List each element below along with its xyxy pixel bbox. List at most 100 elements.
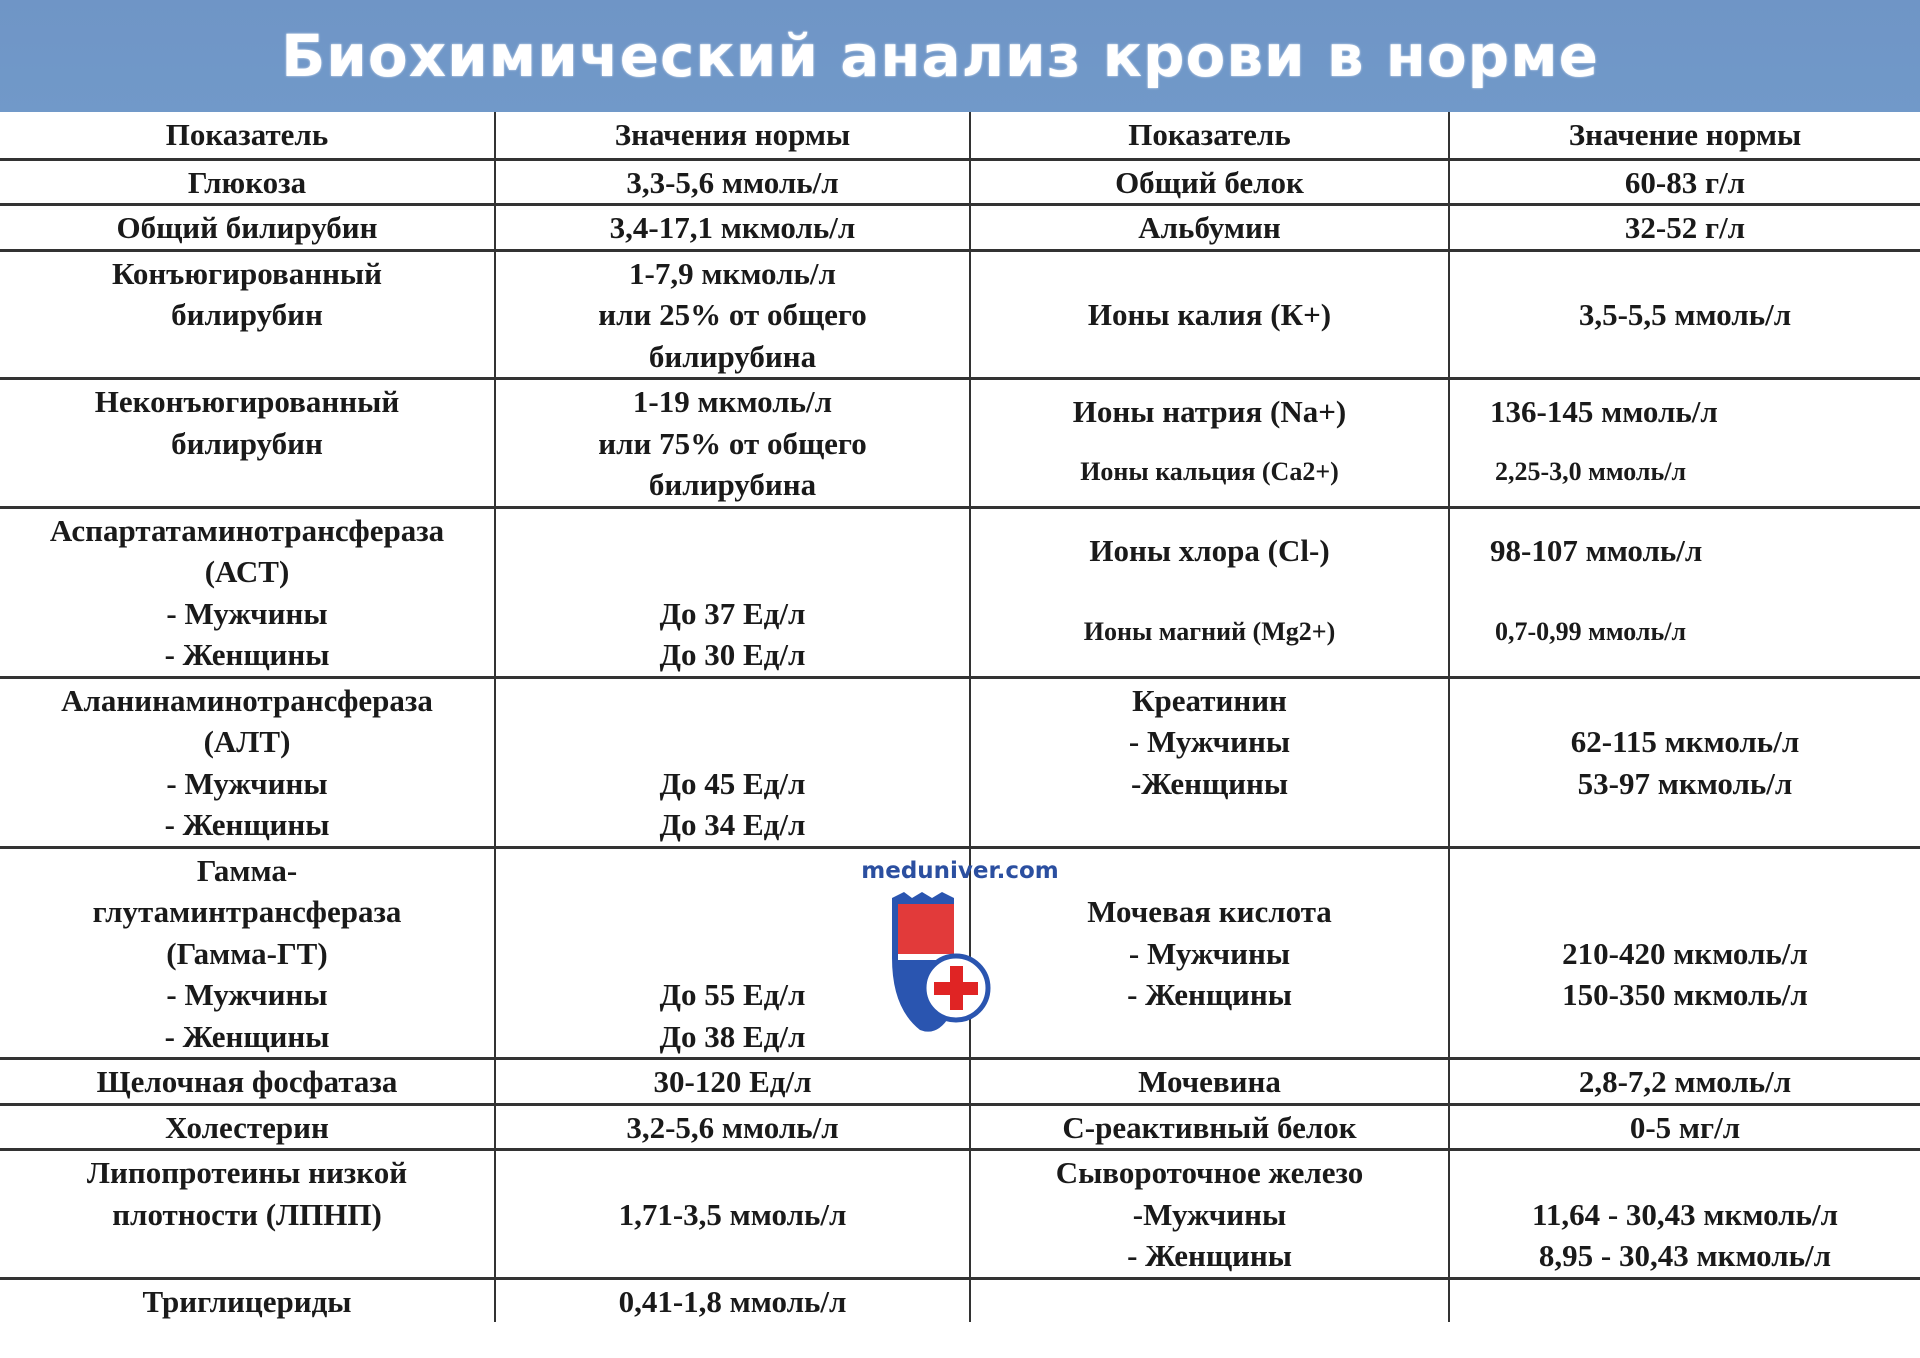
meduniver-watermark: meduniver.com	[850, 858, 1070, 1038]
cell-line	[1450, 850, 1920, 892]
table-row: Конъюгированный билирубин 1-7,9 мкмоль/л ил…	[0, 248, 1920, 379]
cell-line: 0,7-0,99 ммоль/л	[1495, 617, 1687, 646]
table-row: Глюкоза 3,3-5,6 ммоль/л Общий белок 60-83 г…	[0, 157, 1920, 205]
table-row: Триглицериды 0,41-1,8 ммоль/л	[0, 1276, 1920, 1323]
cell-content: 98-107 ммоль/л 0,7-0,99 ммоль/л	[1450, 509, 1920, 673]
cell-content: Гамма-глутаминтрансфераза (Гамма-ГТ) - Муж…	[0, 849, 494, 1058]
norm-value-cell: 3,3-5,6 ммоль/л	[494, 157, 970, 205]
indicator-cell: Креатинин - Мужчины -Женщины	[969, 675, 1449, 847]
cell-line: До 55 Ед/л	[659, 977, 806, 1012]
cell-content: Липопротеины низкой плотности (ЛПНП)	[0, 1151, 494, 1235]
cell-content: 3,5-5,5 ммоль/л	[1450, 252, 1920, 336]
cell-line: Холестерин	[165, 1109, 329, 1145]
indicator-cell: Мочевая кислота - Мужчины - Женщины	[969, 845, 1449, 1059]
cell-line: 3,5-5,5 ммоль/л	[1578, 297, 1792, 332]
cell-content: Аланинаминотрансфераза (АЛТ) - Мужчины - Же…	[0, 679, 494, 846]
cell-line: -Мужчины	[1132, 1196, 1287, 1232]
indicator-cell: Гамма-глутаминтрансфераза (Гамма-ГТ) - Муж…	[0, 845, 495, 1059]
cell-content: Неконъюгированный билирубин	[0, 380, 494, 464]
header-cell: Значения нормы	[494, 112, 970, 159]
indicator-cell: Глюкоза	[0, 157, 495, 205]
cell-line: 8,95 - 30,43 мкмоль/л	[1538, 1238, 1832, 1273]
cell-line: До 34 Ед/л	[659, 807, 806, 842]
cell-content: 0-5 мг/л	[1450, 1106, 1920, 1149]
cell-content: Глюкоза	[0, 161, 494, 204]
header-label: Значения нормы	[614, 117, 851, 152]
norm-value-cell: 1-7,9 мкмоль/л или 25% от общего билирубин…	[494, 248, 970, 379]
cell-line: (Гамма-ГТ)	[166, 935, 328, 971]
header-label: Показатель	[165, 117, 329, 152]
title-banner: Биохимический анализ крови в норме	[0, 0, 1920, 112]
cell-content	[1450, 1280, 1920, 1281]
cell-content: Общий билирубин	[0, 206, 494, 249]
cell-line: 0,41-1,8 ммоль/л	[618, 1283, 847, 1319]
cell-line: До 37 Ед/л	[659, 595, 806, 631]
table-row: Гамма-глутаминтрансфераза (Гамма-ГТ) - Муж…	[0, 845, 1920, 1059]
cell-content: 62-115 мкмоль/л 53-97 мкмоль/л	[1450, 679, 1920, 805]
cell-line: глутаминтрансфераза	[92, 894, 402, 929]
cell-line: - Мужчины	[1128, 935, 1291, 971]
cell-line: До 30 Ед/л	[659, 637, 806, 672]
norm-value-cell: 1,71-3,5 ммоль/л	[494, 1148, 970, 1278]
cell-line: билирубина	[648, 338, 817, 374]
indicator-cell: Общий билирубин	[0, 203, 495, 250]
cell-line	[496, 721, 969, 763]
norm-value-cell: 32-52 г/л	[1448, 203, 1920, 250]
norm-value-cell: 62-115 мкмоль/л 53-97 мкмоль/л	[1448, 675, 1920, 847]
cell-line: Ионы калия (К+)	[1087, 297, 1332, 332]
cell-content: 11,64 - 30,43 мкмоль/л 8,95 - 30,43 мкмол…	[1450, 1151, 1920, 1277]
cell-line: Сывороточное железо	[1055, 1155, 1364, 1190]
table-row: Общий билирубин 3,4-17,1 мкмоль/л Альбумин…	[0, 203, 1920, 250]
shield-red-cross-icon	[892, 892, 991, 1032]
page-title: Биохимический анализ крови в норме	[281, 22, 1599, 90]
cell-line: 0-5 мг/л	[1629, 1109, 1741, 1145]
cell-line: билирубина	[648, 467, 817, 502]
indicator-cell: Ионы калия (К+)	[969, 248, 1449, 379]
cell-line: Аланинаминотрансфераза	[61, 682, 433, 718]
cell-line: Гамма-	[196, 852, 298, 888]
cell-line: Альбумин	[1138, 210, 1281, 245]
indicator-cell	[969, 1276, 1449, 1322]
header-label: Значение нормы	[1568, 117, 1802, 152]
cell-line: Ионы натрия (Na+)	[1072, 393, 1347, 429]
cell-line: До 45 Ед/л	[659, 765, 806, 801]
cell-line: - Мужчины	[1128, 724, 1291, 759]
header-label: Показатель	[1128, 117, 1291, 152]
norm-value-cell: 1-19 мкмоль/л или 75% от общего билирубина	[494, 377, 970, 507]
table-row: Аспартатаминотрансфераза (АСТ) - Мужчины - …	[0, 505, 1920, 677]
cell-line: Аспартатаминотрансфераза	[49, 512, 445, 548]
cell-line: Общий белок	[1115, 164, 1304, 200]
indicator-cell: Конъюгированный билирубин	[0, 248, 495, 379]
cell-line: или 25% от общего	[598, 297, 867, 332]
cell-content: Креатинин - Мужчины -Женщины	[971, 679, 1448, 805]
cell-content: Ионы калия (К+)	[971, 252, 1448, 336]
cell-content: Мочевая кислота - Мужчины - Женщины	[971, 849, 1448, 1016]
cell-line: или 75% от общего	[598, 425, 867, 461]
header-cell: Показатель	[969, 112, 1449, 159]
cell-line: Липопротеины низкой	[86, 1155, 408, 1190]
cell-line: 98-107 ммоль/л	[1490, 532, 1703, 568]
blood-chemistry-table: Показатель Значения нормы Показатель Зна…	[0, 112, 1920, 1322]
norm-value-cell: 3,2-5,6 ммоль/л	[494, 1102, 970, 1150]
indicator-cell: Альбумин	[969, 203, 1449, 250]
cell-line: - Мужчины	[166, 977, 328, 1012]
cell-line: 53-97 мкмоль/л	[1577, 765, 1793, 801]
indicator-cell: С-реактивный белок	[969, 1102, 1449, 1150]
cell-content: Альбумин	[971, 206, 1448, 249]
header-cell: Значение нормы	[1448, 112, 1920, 159]
indicator-cell: Общий белок	[969, 157, 1449, 205]
cell-line: До 38 Ед/л	[659, 1018, 806, 1054]
cell-content: 60-83 г/л	[1450, 161, 1920, 204]
cell-line: 150-350 мкмоль/л	[1562, 977, 1808, 1012]
indicator-cell: Щелочная фосфатаза	[0, 1057, 495, 1104]
norm-value-cell: 30-120 Ед/л	[494, 1057, 970, 1104]
cell-line	[496, 551, 969, 593]
cell-content: Общий белок	[971, 161, 1448, 204]
cell-line: 60-83 г/л	[1624, 164, 1746, 200]
cell-content: До 37 Ед/л До 30 Ед/л	[496, 509, 969, 676]
table-row: Холестерин 3,2-5,6 ммоль/л С-реактивный бе…	[0, 1102, 1920, 1150]
norm-value-cell: 11,64 - 30,43 мкмоль/л 8,95 - 30,43 мкмол…	[1448, 1148, 1920, 1278]
indicator-cell: Триглицериды	[0, 1276, 495, 1322]
cell-content: Холестерин	[0, 1106, 494, 1149]
cell-content: 0,41-1,8 ммоль/л	[496, 1280, 969, 1323]
